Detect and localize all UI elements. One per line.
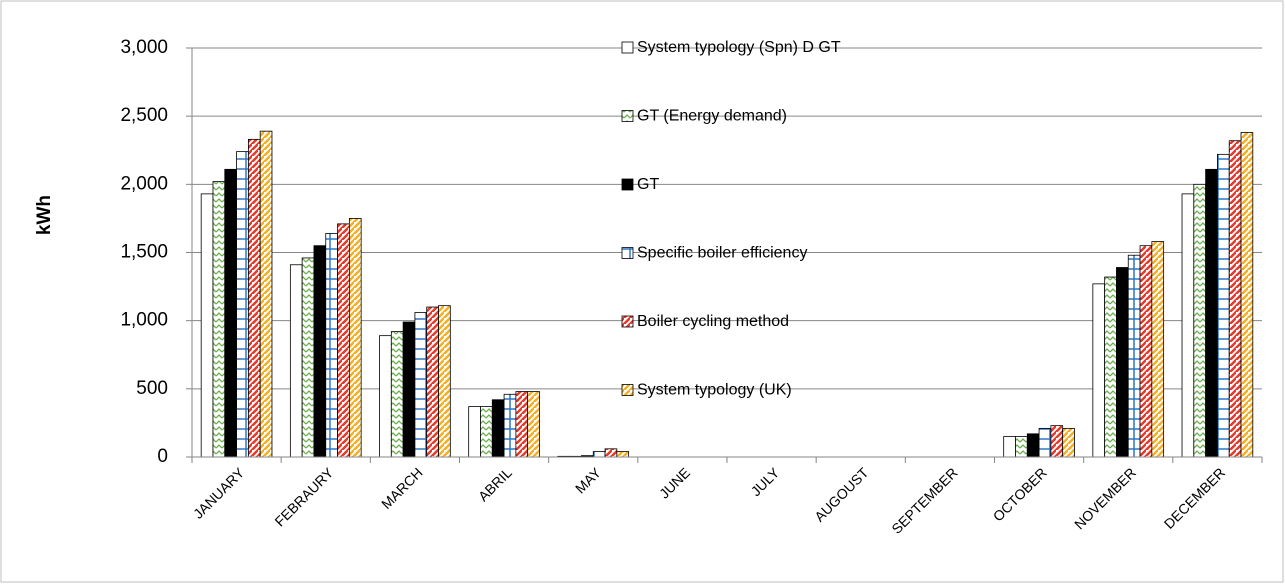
bar — [468, 406, 481, 458]
bar — [1015, 436, 1028, 458]
bar — [1181, 193, 1195, 458]
bar — [1217, 153, 1230, 458]
bar — [592, 451, 606, 458]
legend-swatch — [621, 41, 634, 54]
bar — [1139, 245, 1153, 458]
legend-label: System typology (Spn) D GT — [637, 39, 841, 56]
bar — [438, 305, 451, 458]
bar — [426, 306, 439, 458]
legend-label: GT — [637, 176, 659, 193]
bar — [1228, 140, 1242, 458]
bar — [480, 406, 493, 458]
bar — [515, 391, 529, 458]
y-tick-label: 2,000 — [120, 173, 168, 194]
legend-label: System typology (UK) — [637, 382, 792, 399]
bar — [503, 393, 517, 458]
y-tick-label: 500 — [136, 378, 168, 399]
legend-swatch — [621, 110, 634, 122]
bar — [301, 257, 315, 458]
bar — [1026, 433, 1040, 458]
bar — [348, 218, 362, 458]
bar — [212, 181, 226, 458]
y-tick-label: 3,000 — [120, 37, 168, 58]
bar — [1104, 276, 1117, 458]
y-tick-label: 1,000 — [120, 310, 168, 331]
legend-swatch — [621, 384, 634, 396]
bar — [604, 448, 618, 458]
bar — [1062, 427, 1075, 458]
bar — [1116, 267, 1129, 458]
bar — [491, 399, 505, 458]
legend-swatch — [621, 315, 634, 328]
bar — [1151, 241, 1165, 458]
bar — [616, 451, 630, 458]
bar — [414, 312, 428, 458]
legend-label: GT (Energy demand) — [637, 108, 787, 125]
bar — [1240, 132, 1254, 458]
bar — [1038, 427, 1052, 458]
bar — [337, 223, 350, 458]
legend-label: Specific boiler efficiency — [637, 245, 807, 262]
bar — [325, 233, 338, 458]
bar — [259, 130, 273, 458]
bar — [527, 391, 540, 458]
bar — [1193, 183, 1207, 458]
bar — [236, 151, 249, 458]
bar — [1092, 283, 1106, 458]
bar — [1205, 168, 1218, 458]
bar — [200, 193, 214, 458]
legend-swatch — [621, 178, 634, 191]
y-tick-label: 0 — [157, 446, 168, 467]
legend-label: Boiler cycling method — [637, 313, 789, 330]
bar — [390, 331, 404, 458]
bar — [289, 264, 303, 458]
y-axis-label: kWh — [34, 195, 55, 235]
bar — [247, 138, 261, 458]
bar — [1003, 436, 1016, 458]
y-tick-label: 1,500 — [120, 242, 168, 263]
y-tick-label: 2,500 — [120, 105, 168, 126]
bar — [1127, 254, 1141, 458]
bar — [1050, 425, 1064, 458]
bar — [379, 335, 392, 458]
bar — [224, 168, 237, 458]
bar — [313, 245, 327, 458]
bar — [402, 321, 416, 458]
legend-swatch — [621, 247, 634, 259]
